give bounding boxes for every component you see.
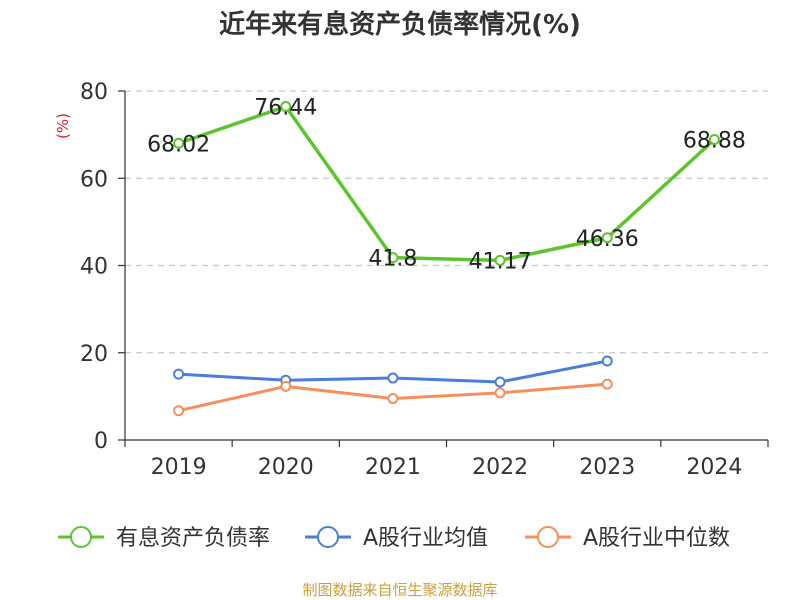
x-tick-label: 2019: [151, 455, 207, 480]
legend-label: A股行业均值: [363, 526, 488, 551]
series-lines: [176, 104, 717, 413]
data-point[interactable]: [601, 355, 613, 367]
series-points: [173, 101, 720, 417]
y-tick-labels: 0 20 40 60 80: [80, 80, 108, 454]
y-tick-label: 40: [80, 255, 108, 280]
legend-label: A股行业中位数: [583, 526, 730, 551]
x-tick-label: 2022: [472, 455, 528, 480]
legend-label: 有息资产负债率: [116, 526, 270, 551]
legend-item[interactable]: 有息资产负债率: [58, 526, 270, 551]
data-point[interactable]: [387, 252, 399, 264]
x-tick-label: 2023: [579, 455, 635, 480]
x-tick-label: 2020: [258, 455, 314, 480]
legend-item[interactable]: A股行业中位数: [525, 526, 730, 551]
data-point[interactable]: [494, 254, 506, 266]
data-point[interactable]: [601, 232, 613, 244]
x-tick-label: 2021: [365, 455, 421, 480]
data-labels: 68.02 76.44 41.8 41.17 46.36 68.88: [147, 96, 746, 275]
series-line: [176, 104, 717, 263]
y-tick-label: 20: [80, 342, 108, 367]
data-point[interactable]: [173, 405, 185, 417]
y-tick-label: 60: [80, 167, 108, 192]
legend-marker: [537, 526, 559, 548]
data-point[interactable]: [387, 393, 399, 405]
y-axis-label: (%): [54, 113, 72, 139]
data-label: 68.02: [147, 132, 210, 157]
chart-title: 近年来有息资产负债率情况(%): [219, 9, 581, 40]
data-label: 68.88: [683, 129, 746, 154]
data-point[interactable]: [280, 101, 292, 113]
data-point[interactable]: [173, 368, 185, 380]
data-label: 76.44: [254, 96, 317, 121]
legend-marker: [70, 526, 92, 548]
data-point[interactable]: [173, 137, 185, 149]
axes: [118, 90, 769, 447]
legend-item[interactable]: A股行业均值: [305, 526, 488, 551]
data-label: 41.17: [469, 249, 532, 274]
legend[interactable]: 有息资产负债率 A股行业均值 A股行业中位数: [58, 526, 730, 551]
y-tick-label: 80: [80, 80, 108, 105]
x-tick-label: 2024: [686, 455, 742, 480]
data-point[interactable]: [708, 134, 720, 146]
x-tick-labels: 2019 2020 2021 2022 2023 2024: [151, 455, 743, 480]
legend-marker: [317, 526, 339, 548]
data-label: 41.8: [368, 247, 417, 272]
data-point[interactable]: [494, 376, 506, 388]
data-point[interactable]: [601, 378, 613, 390]
data-point[interactable]: [387, 372, 399, 384]
data-point[interactable]: [280, 380, 292, 392]
data-label: 46.36: [576, 227, 639, 252]
grid-lines: [125, 90, 768, 354]
data-point[interactable]: [494, 387, 506, 399]
y-tick-label: 0: [94, 429, 108, 454]
source-note: 制图数据来自恒生聚源数据库: [302, 581, 497, 599]
